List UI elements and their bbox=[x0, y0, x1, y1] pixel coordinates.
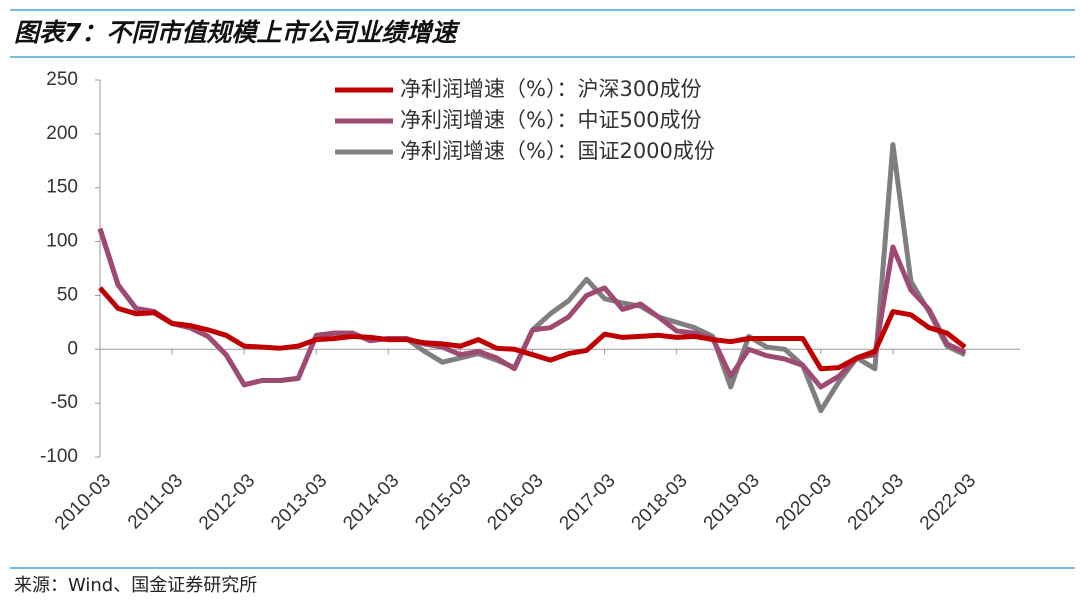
x-tick-label: 2019-03 bbox=[700, 470, 764, 534]
x-tick-label: 2021-03 bbox=[844, 470, 908, 534]
x-tick-label: 2014-03 bbox=[339, 470, 403, 534]
x-tick-label: 2022-03 bbox=[916, 470, 980, 534]
y-tick-label: 50 bbox=[57, 284, 78, 305]
legend-label: 净利润增速（%）：沪深300成份 bbox=[400, 77, 702, 101]
legend-label: 净利润增速（%）：国证2000成份 bbox=[400, 139, 715, 163]
source: 来源：Wind、国金证券研究所 bbox=[14, 575, 257, 596]
series-line bbox=[97, 227, 967, 390]
x-tick-label: 2012-03 bbox=[195, 470, 259, 534]
x-tick-label: 2017-03 bbox=[556, 470, 620, 534]
y-tick-label: 100 bbox=[46, 231, 78, 252]
x-tick-label: 2013-03 bbox=[267, 470, 331, 534]
series-line bbox=[98, 286, 967, 372]
y-tick-label: -50 bbox=[51, 392, 78, 413]
y-tick-label: 200 bbox=[46, 123, 78, 144]
x-tick-label: 2010-03 bbox=[51, 470, 115, 534]
legend-label: 净利润增速（%）：中证500成份 bbox=[400, 108, 702, 132]
y-tick-label: -100 bbox=[40, 446, 78, 467]
x-tick-label: 2011-03 bbox=[124, 470, 187, 533]
y-tick-label: 150 bbox=[46, 177, 78, 198]
x-tick-label: 2020-03 bbox=[772, 470, 836, 534]
x-tick-label: 2015-03 bbox=[411, 470, 475, 534]
y-tick-label: 0 bbox=[67, 338, 78, 359]
chart-title: 图表7：不同市值规模上市公司业绩增速 bbox=[14, 18, 460, 47]
y-tick-label: 250 bbox=[46, 69, 78, 90]
x-tick-label: 2016-03 bbox=[483, 470, 547, 534]
x-tick-label: 2018-03 bbox=[628, 470, 692, 534]
series-line bbox=[97, 142, 967, 414]
